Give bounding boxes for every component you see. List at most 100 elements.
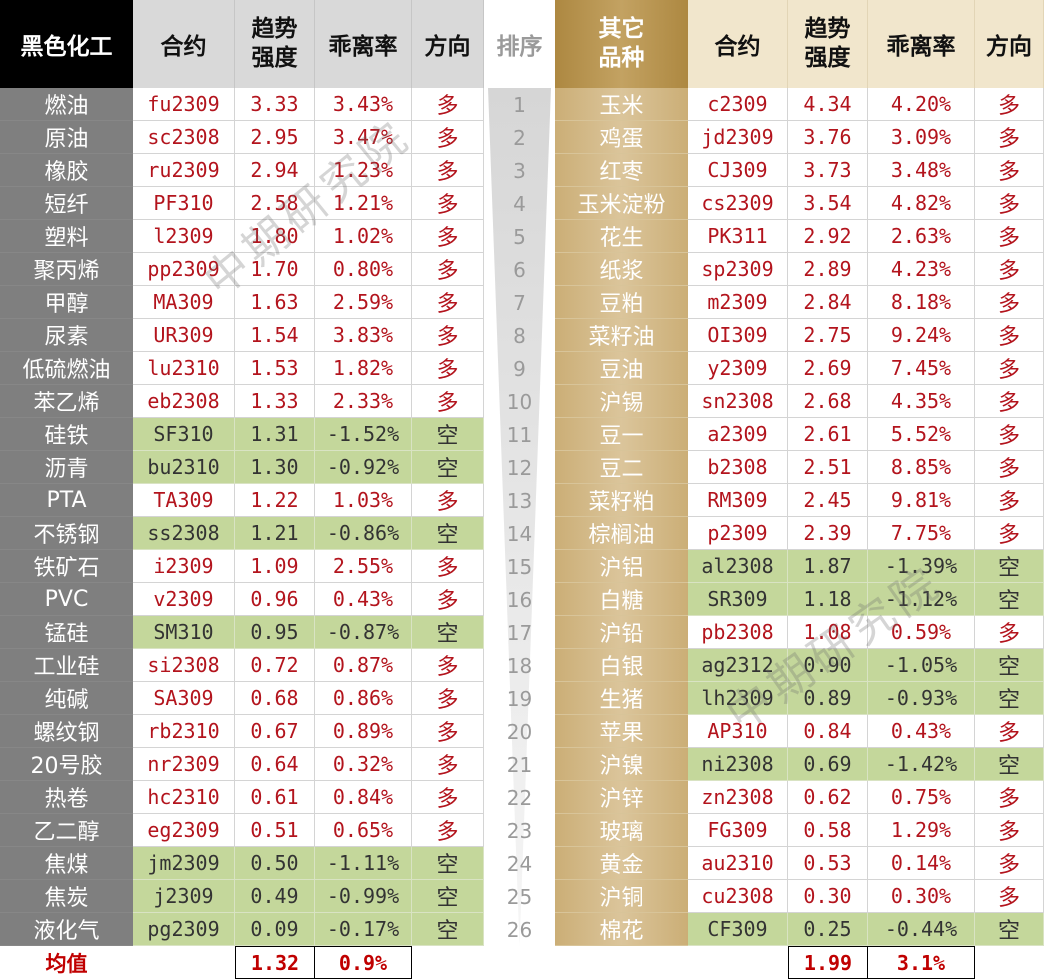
left-variety-name: 乙二醇 (0, 814, 133, 847)
footer-blank (484, 946, 555, 979)
right-trend-strength: 2.89 (788, 253, 868, 286)
left-trend-strength: 0.72 (235, 649, 315, 682)
left-deviation-rate: 1.21% (315, 187, 412, 220)
left-contract: j2309 (133, 880, 235, 913)
left-deviation-rate: -0.99% (315, 880, 412, 913)
left-direction: 多 (412, 550, 484, 583)
right-trend-strength: 3.54 (788, 187, 868, 220)
left-direction: 多 (412, 748, 484, 781)
left-trend-strength: 0.51 (235, 814, 315, 847)
right-direction: 多 (975, 88, 1044, 121)
right-deviation-rate: -1.39% (868, 550, 975, 583)
right-variety-name: 沪铜 (555, 880, 688, 913)
right-trend-strength: 0.69 (788, 748, 868, 781)
right-variety-name: 沪铝 (555, 550, 688, 583)
right-deviation-rate: -0.93% (868, 682, 975, 715)
right-direction: 多 (975, 187, 1044, 220)
left-trend-strength: 1.70 (235, 253, 315, 286)
right-contract: SR309 (688, 583, 788, 616)
right-contract: lh2309 (688, 682, 788, 715)
left-category-header: 黑色化工 (0, 0, 133, 88)
right-deviation-rate: 3.48% (868, 154, 975, 187)
left-deviation-rate: 1.02% (315, 220, 412, 253)
right-direction: 空 (975, 913, 1044, 946)
right-direction: 多 (975, 253, 1044, 286)
rank-number: 11 (506, 422, 533, 447)
right-variety-name: 红枣 (555, 154, 688, 187)
footer-blank (688, 946, 788, 979)
right-deviation-rate: 3.09% (868, 121, 975, 154)
right-direction: 空 (975, 550, 1044, 583)
left-direction: 多 (412, 187, 484, 220)
right-variety-name: 白糖 (555, 583, 688, 616)
left-trend-strength: 3.33 (235, 88, 315, 121)
right-deviation-rate: 9.24% (868, 319, 975, 352)
left-direction: 多 (412, 352, 484, 385)
left-direction: 多 (412, 583, 484, 616)
left-trend-strength: 0.50 (235, 847, 315, 880)
right-contract: pb2308 (688, 616, 788, 649)
right-contract-header: 合约 (688, 0, 788, 88)
rank-number: 12 (506, 455, 533, 480)
right-deviation-rate: 7.75% (868, 517, 975, 550)
right-variety-name: 花生 (555, 220, 688, 253)
right-variety-name: 黄金 (555, 847, 688, 880)
right-deviation-rate: 2.63% (868, 220, 975, 253)
right-direction: 多 (975, 814, 1044, 847)
left-contract: SF310 (133, 418, 235, 451)
left-deviation-rate: 3.43% (315, 88, 412, 121)
left-deviation-rate: 0.86% (315, 682, 412, 715)
left-variety-name: 尿素 (0, 319, 133, 352)
left-deviation-rate: 3.47% (315, 121, 412, 154)
rank-number: 26 (506, 917, 533, 942)
left-deviation-rate: 0.89% (315, 715, 412, 748)
right-variety-name: 生猪 (555, 682, 688, 715)
right-trend-strength: 2.51 (788, 451, 868, 484)
right-variety-name: 棕榈油 (555, 517, 688, 550)
left-deviation-rate: 2.33% (315, 385, 412, 418)
left-deviation-rate: 1.03% (315, 484, 412, 517)
left-deviation-rate: -1.52% (315, 418, 412, 451)
left-variety-name: 苯乙烯 (0, 385, 133, 418)
left-contract: SA309 (133, 682, 235, 715)
rank-number: 22 (506, 785, 533, 810)
left-variety-name: 燃油 (0, 88, 133, 121)
left-trend-strength: 1.80 (235, 220, 315, 253)
right-trend-strength-header: 趋势 强度 (788, 0, 868, 88)
right-deviation-rate: 8.85% (868, 451, 975, 484)
left-contract: TA309 (133, 484, 235, 517)
left-variety-name: 不锈钢 (0, 517, 133, 550)
left-trend-strength: 0.64 (235, 748, 315, 781)
right-average-strength: 1.99 (788, 946, 868, 979)
rank-triangle (488, 88, 551, 946)
left-contract: UR309 (133, 319, 235, 352)
right-contract: cu2308 (688, 880, 788, 913)
right-direction: 空 (975, 748, 1044, 781)
left-variety-name: PVC (0, 583, 133, 616)
right-contract: b2308 (688, 451, 788, 484)
left-trend-strength: 2.58 (235, 187, 315, 220)
right-trend-strength: 2.61 (788, 418, 868, 451)
right-contract: zn2308 (688, 781, 788, 814)
right-contract: c2309 (688, 88, 788, 121)
left-variety-name: 20号胶 (0, 748, 133, 781)
left-contract: pp2309 (133, 253, 235, 286)
right-variety-name: 纸浆 (555, 253, 688, 286)
left-contract: eb2308 (133, 385, 235, 418)
right-direction: 多 (975, 154, 1044, 187)
right-contract: FG309 (688, 814, 788, 847)
left-deviation-rate: 0.87% (315, 649, 412, 682)
right-category-header: 其它 品种 (555, 0, 688, 88)
rank-number: 4 (513, 191, 526, 216)
left-contract: lu2310 (133, 352, 235, 385)
right-variety-name: 菜籽粕 (555, 484, 688, 517)
right-direction: 多 (975, 484, 1044, 517)
right-contract: y2309 (688, 352, 788, 385)
right-trend-strength: 2.75 (788, 319, 868, 352)
right-deviation-rate: 0.14% (868, 847, 975, 880)
right-trend-strength: 2.69 (788, 352, 868, 385)
rank-number: 16 (506, 587, 533, 612)
right-trend-strength: 0.84 (788, 715, 868, 748)
left-direction: 多 (412, 715, 484, 748)
right-contract: p2309 (688, 517, 788, 550)
